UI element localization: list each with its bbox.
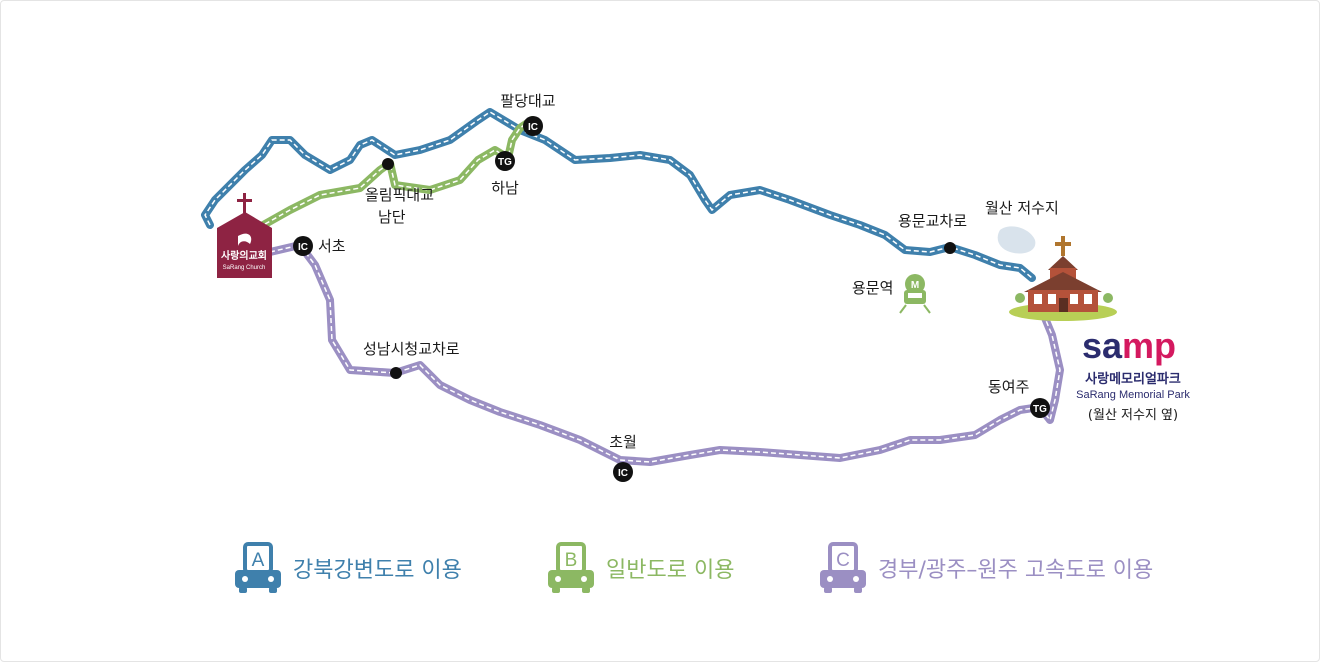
park-name-ko: 사랑메모리얼파크 [1085,371,1181,387]
metro-badge: M [911,280,919,291]
svg-text:A: A [252,550,265,571]
church-label-ko: 사랑의교회 [221,249,267,262]
car-icon-c: C [820,542,866,593]
yongmun-intersection-label: 용문교차로 [898,212,967,230]
seocho-label: 서초 [318,237,346,255]
hanam-label: 하남 [491,179,519,197]
chowol-ic-marker: IC [613,462,633,482]
legend-c: C 경부/광주–원주 고속도로 이용 [818,540,1153,596]
dongyeoju-label: 동여주 [988,378,1029,396]
park-name-en: SaRang Memorial Park [1076,389,1190,401]
seongnam-label: 성남시청교차로 [363,340,460,358]
legend-b-label: 일반도로 이용 [606,558,735,583]
olympic-bridge-label: 올림픽대교 [365,186,434,204]
route-a-line [201,108,1036,282]
dongyeoju-tg-marker: TG [1030,398,1050,418]
samp-wordmark: samp [1082,325,1176,366]
hanam-tg-marker: TG [495,151,515,171]
chapel-icon [1009,236,1117,321]
train-icon: M [899,274,931,314]
yongmun-station-label: 용문역 [852,279,893,297]
yongmun-intersection-dot [944,242,956,254]
tg-badge: TG [498,157,512,168]
ic-badge: IC [298,242,308,253]
car-icon-a: A [235,542,281,593]
park-note: (월산 저수지 옆) [1088,408,1178,423]
svg-text:B: B [565,550,578,571]
seongnam-dot [390,367,402,379]
car-icon-b: B [548,542,594,593]
legend-c-label: 경부/광주–원주 고속도로 이용 [878,558,1154,583]
sarang-church-marker: 사랑의교회 SaRang Church [217,193,272,278]
seocho-ic-marker: IC [293,236,313,256]
olympic-bridge-dot [382,158,394,170]
reservoir-icon [997,226,1036,254]
paldang-ic-marker: IC [523,116,543,136]
route-b-line [254,116,536,232]
wolsan-label: 월산 저수지 [985,199,1059,217]
samp-logo: samp 사랑메모리얼파크 SaRang Memorial Park (월산 저… [1076,325,1190,423]
ic-badge: IC [618,468,628,479]
tg-badge: TG [1033,404,1047,415]
olympic-bridge-label-2: 남단 [378,208,406,226]
legend-a: A 강북강변도로 이용 [233,540,462,596]
svg-text:C: C [836,550,850,571]
church-label-en: SaRang Church [223,265,266,271]
chowol-label: 초월 [609,433,637,451]
legend-a-label: 강북강변도로 이용 [293,558,462,583]
paldang-label: 팔당대교 [500,92,555,110]
legend-b: B 일반도로 이용 [546,540,734,596]
ic-badge: IC [528,122,538,133]
